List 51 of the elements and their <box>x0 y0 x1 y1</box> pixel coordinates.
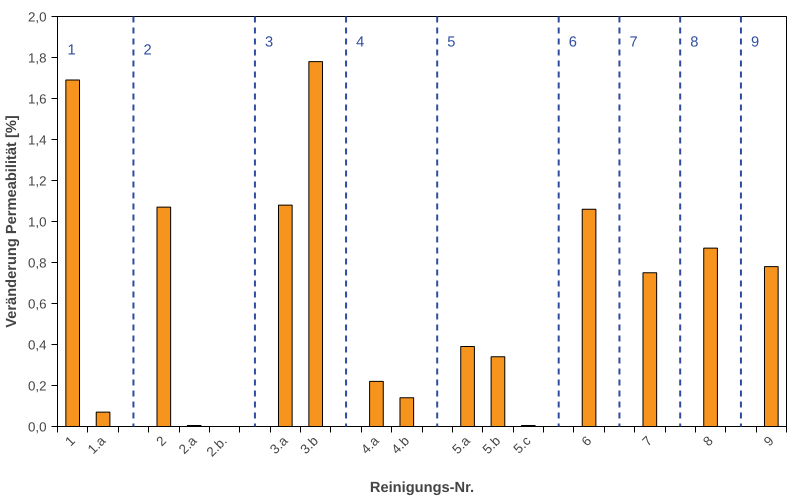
bar <box>764 266 779 426</box>
y-tick-label: 1,8 <box>28 50 47 66</box>
bar <box>582 208 596 426</box>
bar <box>308 61 324 426</box>
bar <box>642 272 658 426</box>
y-tick-label: 1,6 <box>28 92 47 106</box>
annotation: 1 <box>68 42 76 58</box>
annotation: 3 <box>264 34 274 50</box>
x-tick-label: 1 <box>62 433 78 450</box>
x-tick-label: 6 <box>578 433 594 450</box>
bar <box>399 397 414 426</box>
y-tick-label: 0,2 <box>28 378 47 394</box>
x-tick-label: 5.b <box>480 433 504 457</box>
x-tick-label: 3.a <box>266 432 292 457</box>
x-tick-label: 8 <box>700 433 716 450</box>
x-tick-label: 5.a <box>449 432 474 457</box>
annotation: 8 <box>690 34 698 50</box>
x-axis-title: Reinigungs-Nr. <box>370 480 474 496</box>
x-tick-label: 2.a <box>176 432 200 457</box>
y-tick-label: 2,0 <box>28 10 47 24</box>
x-tick-label: 7 <box>639 433 656 450</box>
bar <box>460 346 475 426</box>
y-tick-label: 1,0 <box>28 214 47 230</box>
x-tick-label: 4.a <box>358 432 382 457</box>
bar <box>156 206 172 426</box>
x-tick-label: 9 <box>760 433 777 450</box>
y-tick-label: 0,0 <box>28 420 47 434</box>
bar <box>65 80 80 426</box>
bar <box>369 380 384 426</box>
bar <box>490 356 506 426</box>
bar <box>703 248 718 426</box>
x-tick-label: 4.b <box>388 433 412 457</box>
y-axis-title: Veränderung Permeabilität [%] <box>4 115 20 328</box>
annotation: 4 <box>356 34 364 50</box>
x-tick-label: 3.b <box>297 433 321 457</box>
annotation: 5 <box>447 34 456 50</box>
annotation: 9 <box>750 34 760 50</box>
x-tick-label: 1.a <box>84 432 109 457</box>
annotation: 6 <box>568 34 577 50</box>
annotation: 2 <box>143 42 152 58</box>
y-tick-label: 1,2 <box>28 174 47 188</box>
annotation: 7 <box>629 34 638 50</box>
x-tick-label: 2 <box>153 433 170 450</box>
bar <box>96 412 110 426</box>
x-tick-label: 5.c <box>510 432 534 456</box>
y-tick-label: 0,4 <box>28 338 48 352</box>
y-tick-label: 1,4 <box>28 132 48 148</box>
y-tick-label: 0,8 <box>28 256 47 270</box>
x-tick-label: 2.b. <box>204 433 230 460</box>
y-tick-label: 0,6 <box>28 296 47 312</box>
bar <box>278 204 293 426</box>
